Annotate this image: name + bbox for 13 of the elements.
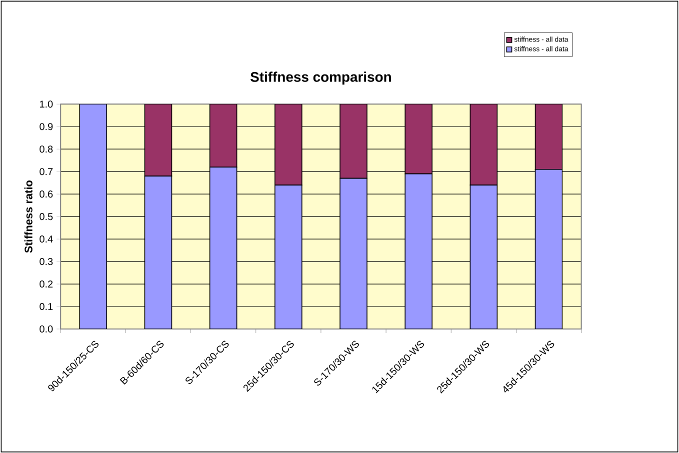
y-tick-label: 0.6 — [40, 190, 53, 198]
y-axis-title: Stiffness ratio — [24, 180, 32, 253]
y-tick-label: 0.3 — [40, 258, 53, 265]
y-tick-label: 0.7 — [40, 168, 53, 176]
chart-title: Stiffness comparison — [250, 72, 391, 85]
y-tick-label: 0.5 — [40, 212, 53, 220]
y-tick-label: 0.2 — [40, 280, 53, 288]
y-tick-label: 0.0 — [40, 325, 53, 332]
y-tick-label: 0.1 — [40, 302, 53, 310]
y-tick-label: 0.9 — [40, 123, 53, 130]
y-tick-label: 0.8 — [40, 146, 53, 153]
y-tick-label: 1.0 — [40, 100, 53, 108]
y-tick-label: 0.4 — [40, 235, 53, 243]
